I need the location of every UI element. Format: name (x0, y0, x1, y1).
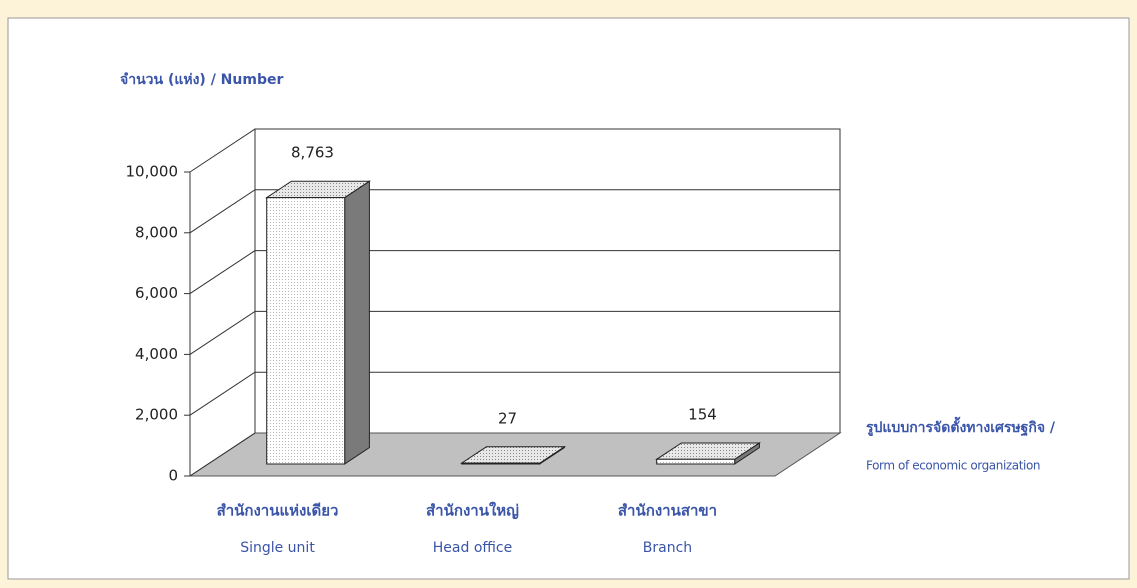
x-tick-label: สำนักงานใหญ่ (426, 502, 519, 520)
frame (7, 17, 1130, 580)
x-axis-title: Form of economic organization (866, 459, 1040, 473)
y-tick-label: 4,000 (135, 345, 178, 363)
bar (461, 462, 541, 465)
y-tick-label: 0 (168, 467, 178, 485)
y-tick-label: 2,000 (135, 406, 178, 424)
data-label: 8,763 (291, 144, 334, 162)
x-tick-label: สำนักงานสาขา (618, 502, 717, 520)
grid-line (189, 189, 256, 234)
x-tick-label: สำนักงานแห่งเดียว (217, 502, 339, 520)
x-tick-label: Branch (643, 540, 692, 556)
y-axis-title: จำนวน (แห่ง) / Number (120, 72, 283, 88)
data-label: 27 (498, 409, 517, 427)
grid-line (189, 371, 256, 416)
y-tick-label: 10,000 (126, 163, 179, 181)
x-axis-title: รูปแบบการจัดตั้งทางเศรษฐกิจ / (866, 416, 1056, 437)
y-tick-label: 6,000 (135, 284, 178, 302)
x-tick-label: Head office (433, 540, 512, 556)
y-tick-label: 8,000 (135, 223, 178, 241)
grid-line (189, 310, 256, 355)
bar (266, 197, 346, 465)
bar-side (344, 180, 370, 465)
data-label: 154 (688, 405, 717, 423)
x-tick-label: Single unit (240, 540, 315, 556)
bar (656, 458, 736, 465)
grid-line (189, 128, 256, 173)
grid-line (189, 250, 256, 295)
grid-line (189, 432, 256, 477)
